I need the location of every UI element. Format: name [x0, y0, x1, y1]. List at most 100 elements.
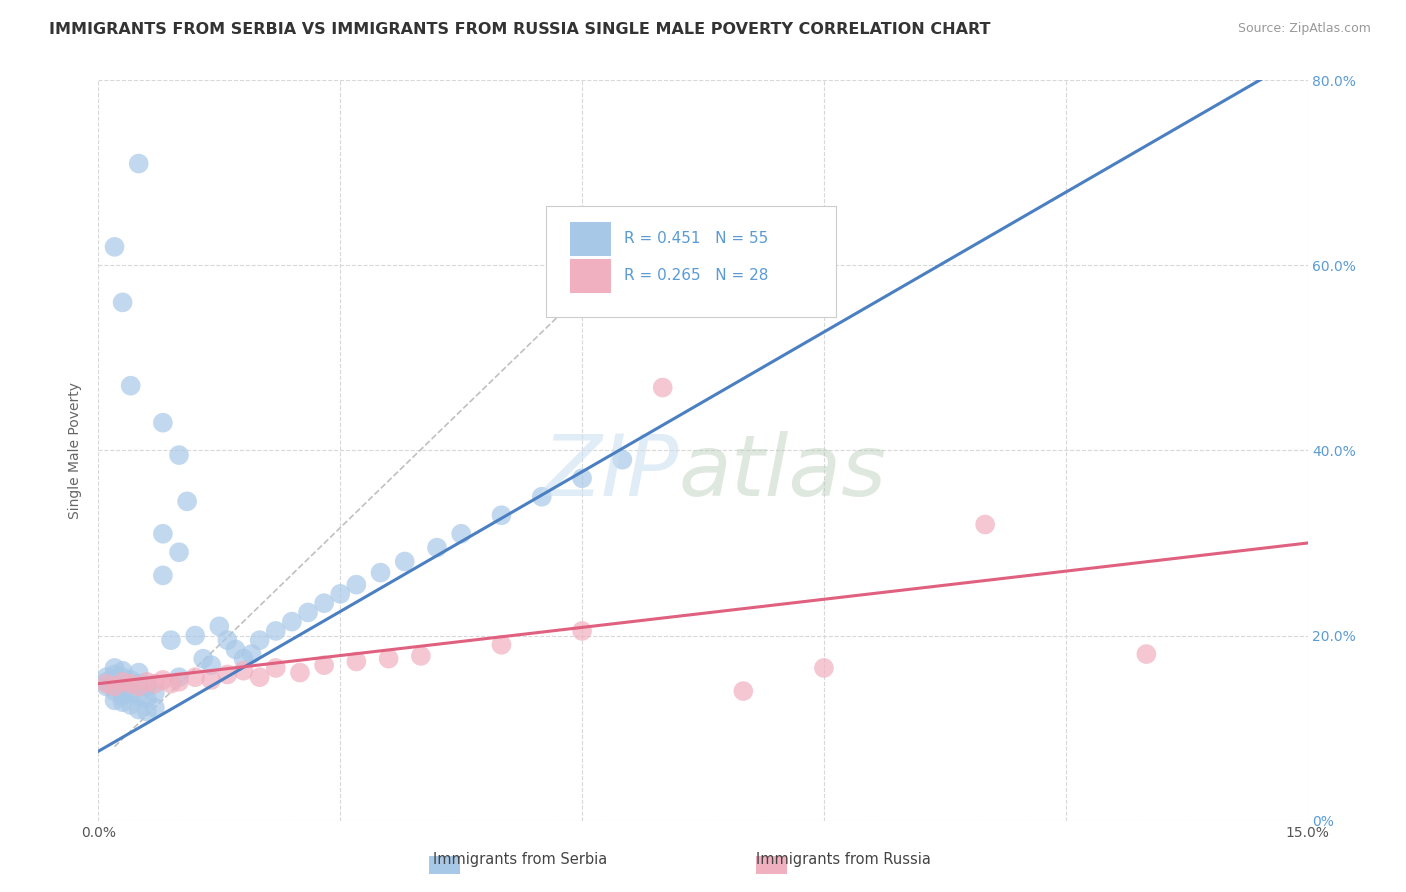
- Point: [111, 682, 134, 697]
- Text: R = 0.265   N = 28: R = 0.265 N = 28: [624, 268, 769, 284]
- Point: [143, 676, 166, 690]
- Point: [103, 240, 125, 254]
- Point: [96, 680, 118, 694]
- Point: [143, 700, 166, 714]
- Point: [167, 670, 190, 684]
- Point: [120, 676, 142, 690]
- Point: [167, 545, 190, 559]
- Point: [232, 664, 254, 678]
- Point: [450, 526, 472, 541]
- Point: [264, 661, 287, 675]
- Point: [297, 606, 319, 620]
- Point: [120, 686, 142, 700]
- Point: [111, 295, 134, 310]
- Point: [208, 619, 231, 633]
- Point: [394, 554, 416, 569]
- Point: [128, 156, 150, 170]
- Point: [217, 633, 239, 648]
- Point: [152, 673, 174, 687]
- Point: [103, 693, 125, 707]
- Point: [128, 703, 150, 717]
- Point: [344, 655, 367, 669]
- Point: [103, 674, 125, 689]
- Point: [370, 566, 392, 580]
- Point: [249, 670, 271, 684]
- FancyBboxPatch shape: [569, 259, 612, 293]
- Point: [377, 651, 399, 665]
- Point: [200, 658, 222, 673]
- Point: [176, 494, 198, 508]
- Point: [111, 695, 134, 709]
- Text: ZIP: ZIP: [543, 431, 679, 514]
- Point: [128, 676, 150, 690]
- Point: [344, 577, 367, 591]
- Point: [571, 624, 593, 638]
- Point: [160, 633, 183, 648]
- Point: [217, 667, 239, 681]
- Point: [135, 691, 157, 706]
- Point: [120, 673, 142, 687]
- Point: [193, 651, 215, 665]
- Point: [96, 674, 118, 689]
- FancyBboxPatch shape: [546, 206, 837, 318]
- Point: [240, 647, 263, 661]
- Point: [160, 676, 183, 690]
- Point: [152, 416, 174, 430]
- Point: [530, 490, 553, 504]
- Point: [120, 378, 142, 392]
- Text: Source: ZipAtlas.com: Source: ZipAtlas.com: [1237, 22, 1371, 36]
- Text: Immigrants from Russia: Immigrants from Russia: [756, 852, 931, 867]
- Point: [111, 676, 134, 690]
- Point: [426, 541, 449, 555]
- Point: [264, 624, 287, 638]
- FancyBboxPatch shape: [569, 222, 612, 256]
- Point: [120, 698, 142, 712]
- Point: [184, 628, 207, 642]
- Point: [103, 661, 125, 675]
- Text: IMMIGRANTS FROM SERBIA VS IMMIGRANTS FROM RUSSIA SINGLE MALE POVERTY CORRELATION: IMMIGRANTS FROM SERBIA VS IMMIGRANTS FRO…: [49, 22, 991, 37]
- Point: [571, 471, 593, 485]
- Point: [167, 448, 190, 462]
- Point: [111, 689, 134, 703]
- Point: [167, 674, 190, 689]
- Text: atlas: atlas: [679, 431, 887, 514]
- Point: [135, 674, 157, 689]
- Point: [491, 508, 513, 523]
- Point: [135, 705, 157, 719]
- Text: Immigrants from Serbia: Immigrants from Serbia: [433, 852, 607, 867]
- Point: [103, 684, 125, 698]
- Point: [135, 680, 157, 694]
- Point: [111, 664, 134, 678]
- Point: [128, 680, 150, 694]
- Point: [974, 517, 997, 532]
- Point: [409, 648, 432, 663]
- Point: [281, 615, 304, 629]
- Point: [128, 665, 150, 680]
- Point: [651, 380, 673, 394]
- Point: [1135, 647, 1157, 661]
- Point: [96, 670, 118, 684]
- Point: [491, 638, 513, 652]
- Point: [143, 686, 166, 700]
- Point: [314, 596, 336, 610]
- Point: [224, 642, 246, 657]
- Point: [200, 673, 222, 687]
- Point: [329, 587, 352, 601]
- Point: [813, 661, 835, 675]
- Point: [128, 689, 150, 703]
- Point: [152, 568, 174, 582]
- Y-axis label: Single Male Poverty: Single Male Poverty: [69, 382, 83, 519]
- Point: [232, 651, 254, 665]
- Point: [249, 633, 271, 648]
- Point: [612, 452, 634, 467]
- Point: [96, 676, 118, 690]
- Point: [288, 665, 311, 680]
- Point: [103, 667, 125, 681]
- Point: [152, 526, 174, 541]
- Point: [111, 670, 134, 684]
- Point: [103, 680, 125, 694]
- Point: [733, 684, 755, 698]
- Text: R = 0.451   N = 55: R = 0.451 N = 55: [624, 231, 769, 246]
- Point: [111, 674, 134, 689]
- Point: [184, 670, 207, 684]
